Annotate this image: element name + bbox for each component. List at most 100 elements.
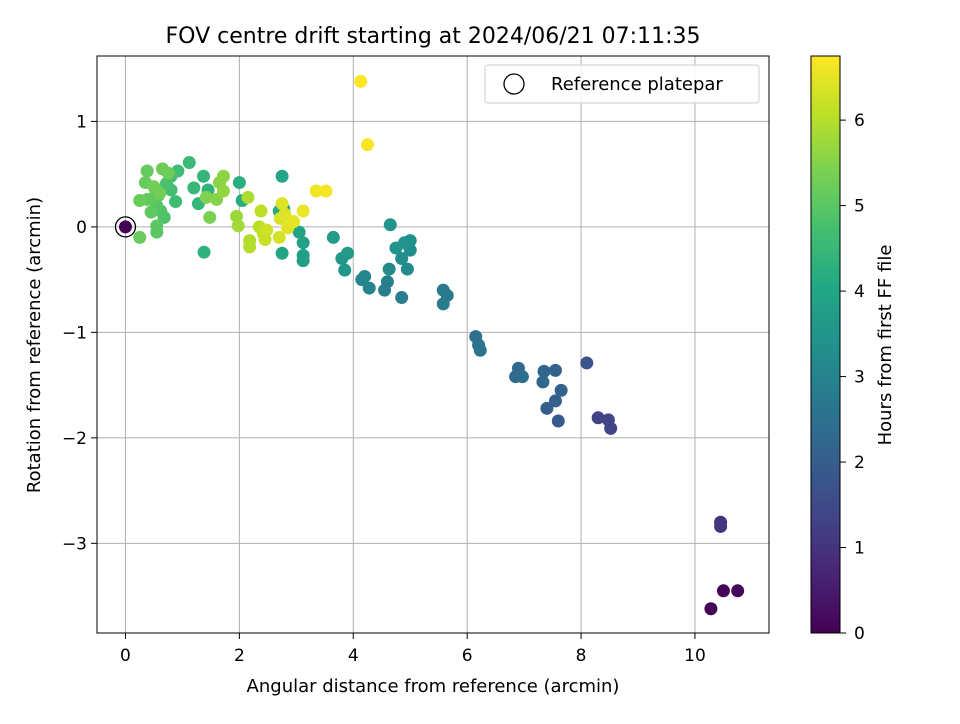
data-point xyxy=(216,184,230,198)
x-tick-label: 6 xyxy=(462,646,473,666)
colorbar: 0 1 2 3 4 5 6 Hours from first FF file xyxy=(810,55,896,644)
data-point xyxy=(133,194,147,208)
data-point xyxy=(554,383,568,397)
data-point xyxy=(144,205,158,219)
data-point xyxy=(354,74,368,88)
data-point xyxy=(395,291,409,305)
reference-platepar-marker xyxy=(114,216,137,238)
data-point xyxy=(309,184,323,198)
data-point xyxy=(203,210,217,224)
data-point xyxy=(231,219,245,233)
data-point xyxy=(355,273,369,287)
data-point xyxy=(400,262,414,276)
y-axis-label: Rotation from reference (arcmin) xyxy=(24,197,45,493)
data-point xyxy=(319,184,333,198)
data-point xyxy=(731,584,745,598)
data-point xyxy=(604,421,618,435)
legend-marker-reference xyxy=(503,73,525,95)
data-point xyxy=(714,519,728,533)
data-point xyxy=(199,190,213,204)
x-axis-ticks: 0 2 4 6 8 10 xyxy=(120,633,706,666)
data-point xyxy=(187,181,201,195)
data-point xyxy=(260,223,274,237)
data-point xyxy=(338,263,352,277)
data-point xyxy=(361,138,375,152)
data-point xyxy=(389,241,403,255)
data-point xyxy=(548,394,562,408)
x-axis-label: Angular distance from reference (arcmin) xyxy=(247,676,620,697)
x-tick-label: 8 xyxy=(576,646,587,666)
data-point xyxy=(551,414,565,428)
colorbar-ticks: 0 1 2 3 4 5 6 xyxy=(840,111,865,644)
chart-title: FOV centre drift starting at 2024/06/21 … xyxy=(166,24,701,49)
y-tick-label: 0 xyxy=(76,218,87,238)
data-point xyxy=(540,401,554,415)
plot-frame xyxy=(96,55,770,634)
data-point xyxy=(382,262,396,276)
colorbar-tick-label: 5 xyxy=(854,197,865,217)
colorbar-tick-label: 1 xyxy=(854,539,865,559)
colorbar-label: Hours from first FF file xyxy=(875,245,896,446)
data-point xyxy=(278,207,292,221)
grid-lines xyxy=(97,56,769,633)
y-tick-label: 1 xyxy=(76,112,87,132)
data-point xyxy=(140,164,154,178)
x-tick-label: 10 xyxy=(684,646,706,666)
data-point xyxy=(704,602,718,616)
data-point xyxy=(383,218,397,232)
colorbar-tick-label: 0 xyxy=(854,624,865,644)
data-point xyxy=(548,363,562,377)
data-point xyxy=(150,219,164,233)
data-point xyxy=(296,248,310,262)
data-point xyxy=(243,240,257,254)
data-point xyxy=(591,411,605,425)
scatter-points xyxy=(114,74,745,616)
data-point xyxy=(272,230,286,244)
data-point xyxy=(292,225,306,239)
data-point xyxy=(296,204,310,218)
data-point xyxy=(536,375,550,389)
data-point xyxy=(515,370,529,384)
data-point xyxy=(197,245,211,259)
data-point xyxy=(537,364,551,378)
data-point xyxy=(296,236,310,250)
data-point xyxy=(275,197,289,211)
legend: Reference platepar xyxy=(484,64,760,104)
y-axis-ticks: −3 −2 −1 0 1 xyxy=(62,112,97,554)
data-point xyxy=(275,246,289,260)
x-tick-label: 2 xyxy=(234,646,245,666)
data-point xyxy=(161,166,175,180)
data-point xyxy=(216,169,230,183)
data-point xyxy=(159,177,173,191)
legend-label-reference: Reference platepar xyxy=(551,74,723,95)
data-point xyxy=(133,230,147,244)
data-point xyxy=(254,204,268,218)
data-point xyxy=(153,186,167,200)
colorbar-tick-label: 6 xyxy=(854,111,865,131)
colorbar-tick-label: 3 xyxy=(854,368,865,388)
data-point xyxy=(380,275,394,289)
data-point xyxy=(362,281,376,295)
y-tick-label: −2 xyxy=(62,429,87,449)
data-point xyxy=(716,584,730,598)
colorbar-tick-label: 2 xyxy=(854,453,865,473)
y-tick-label: −1 xyxy=(62,323,87,343)
data-point xyxy=(241,190,255,204)
data-point xyxy=(395,252,409,266)
legend-box xyxy=(484,64,760,104)
data-point xyxy=(326,230,340,244)
data-point xyxy=(436,297,450,311)
data-point xyxy=(580,356,594,370)
colorbar-tick-label: 4 xyxy=(854,282,865,302)
data-point xyxy=(182,156,196,170)
data-point xyxy=(118,220,132,234)
data-point xyxy=(275,169,289,183)
data-point xyxy=(341,246,355,260)
data-point xyxy=(286,215,300,229)
y-tick-label: −3 xyxy=(62,534,87,554)
data-point xyxy=(232,176,246,190)
data-point xyxy=(169,195,183,209)
data-point xyxy=(473,343,487,357)
